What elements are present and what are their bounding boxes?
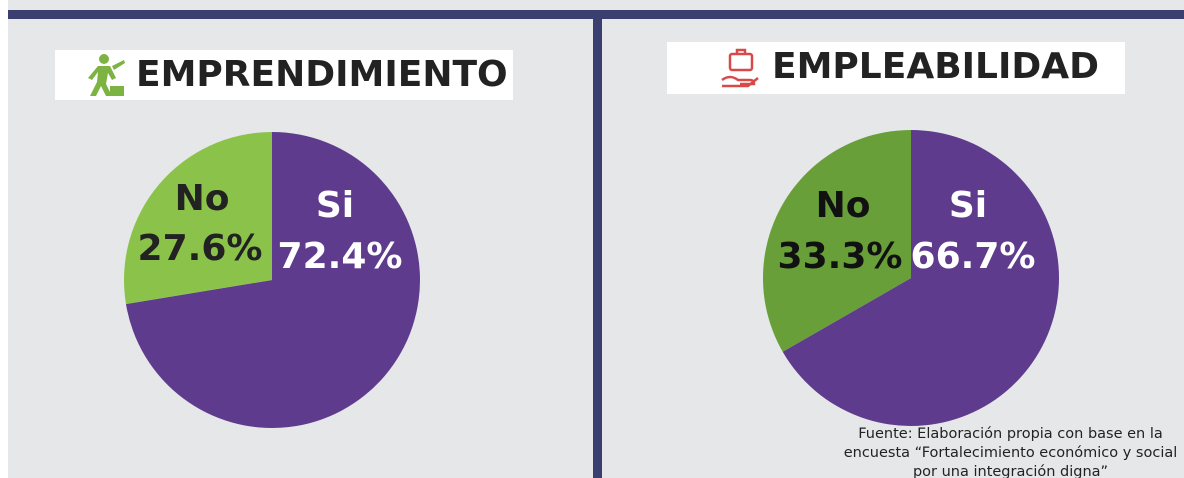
employment-icon	[721, 48, 759, 88]
source-note: Fuente: Elaboración propia con base en l…	[843, 426, 1178, 478]
value-label: 72.4%	[278, 236, 403, 277]
title-box	[55, 50, 513, 100]
chart-title: EMPRENDIMIENTO	[136, 54, 508, 95]
slice-label: Si	[949, 185, 987, 226]
entrepreneur-icon	[88, 54, 125, 96]
pie-slice	[782, 130, 1060, 427]
slice-label: No	[816, 185, 871, 226]
divider	[593, 10, 602, 478]
value-label: 33.3%	[778, 236, 903, 277]
value-label: 27.6%	[138, 228, 263, 269]
pie-slice	[124, 132, 272, 305]
value-label: 66.7%	[911, 236, 1036, 277]
pie-slice	[125, 132, 420, 429]
pie-slice	[763, 130, 911, 352]
slice-label: No	[175, 178, 230, 219]
chart-title: EMPLEABILIDAD	[772, 46, 1099, 87]
slice-label: Si	[316, 185, 354, 226]
